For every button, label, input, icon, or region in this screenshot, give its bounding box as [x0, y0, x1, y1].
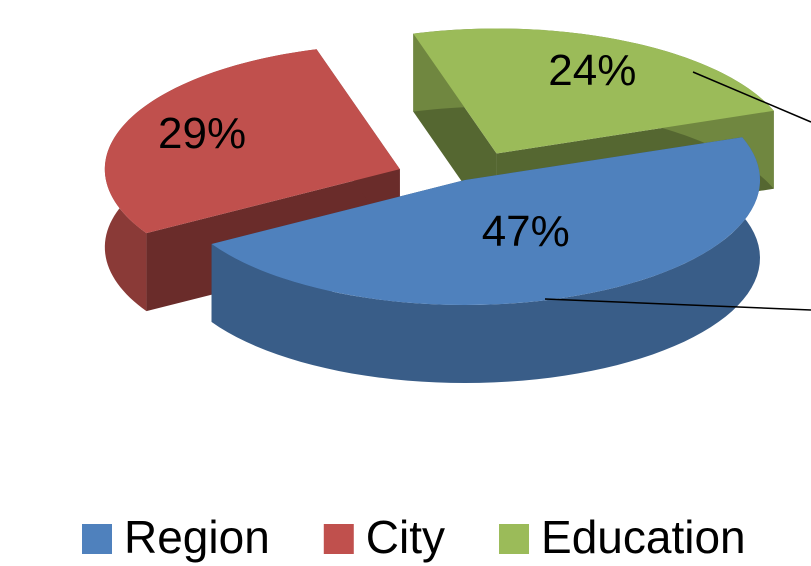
slice [211, 137, 761, 383]
legend-swatch [82, 524, 112, 554]
legend-swatch [499, 524, 530, 554]
data-label: 47% [482, 207, 570, 256]
legend-label: City [366, 511, 445, 563]
data-labels: 24% 29% 47% [158, 46, 636, 256]
pie [104, 28, 774, 383]
leader-line [544, 298, 811, 311]
slice-side [211, 137, 760, 383]
legend: Region City Education [82, 511, 746, 563]
legend-label: Region [124, 511, 270, 563]
legend-label: Education [541, 511, 746, 563]
slice-top [413, 28, 774, 154]
slice-top [211, 137, 761, 305]
slice-top [104, 49, 400, 234]
data-label: 29% [158, 109, 246, 158]
legend-swatch [323, 524, 354, 554]
slice [104, 49, 400, 312]
data-label: 24% [548, 46, 636, 95]
leader-line [692, 71, 811, 123]
